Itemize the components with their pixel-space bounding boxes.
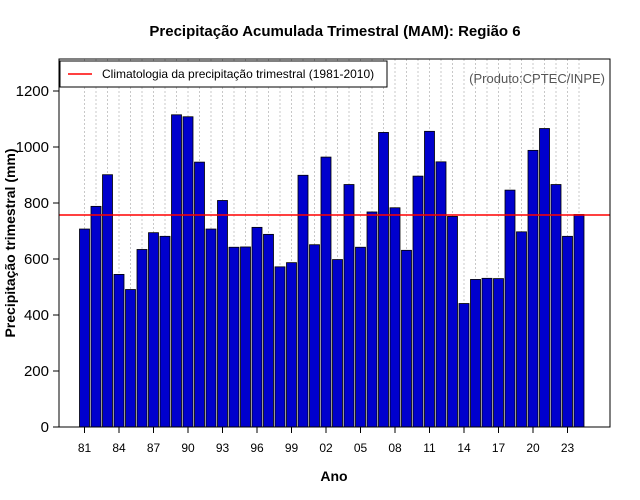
y-tick-label: 800 xyxy=(24,195,49,212)
credit-text: (Produto:CPTEC/INPE) xyxy=(469,71,605,86)
bar-2024 xyxy=(573,214,585,428)
x-tick-label: 14 xyxy=(457,441,471,455)
bar-1994 xyxy=(228,246,240,428)
x-tick-label: 08 xyxy=(388,441,402,455)
bar-2022 xyxy=(550,184,562,428)
x-tick-label: 87 xyxy=(147,441,161,455)
bars-group xyxy=(79,114,585,428)
x-axis-label: Ano xyxy=(320,468,347,484)
bar-1999 xyxy=(286,262,297,428)
bar-1998 xyxy=(274,266,286,428)
x-tick-label: 02 xyxy=(319,441,333,455)
x-tick-label: 84 xyxy=(112,441,126,455)
bar-1990 xyxy=(182,116,194,428)
y-tick-label: 200 xyxy=(24,363,49,380)
bar-2018 xyxy=(504,189,516,428)
x-tick-label: 90 xyxy=(181,441,195,455)
bar-2009 xyxy=(401,249,412,428)
bar-2011 xyxy=(424,130,435,428)
bar-2014 xyxy=(458,303,470,428)
y-tick-label: 600 xyxy=(24,251,49,268)
x-tick-label: 93 xyxy=(216,441,230,455)
bar-2013 xyxy=(447,216,458,428)
bar-1997 xyxy=(263,233,274,428)
bar-1991 xyxy=(194,161,205,428)
bar-2016 xyxy=(481,277,493,428)
bar-2023 xyxy=(562,235,573,428)
chart-title: Precipitação Acumulada Trimestral (MAM):… xyxy=(149,23,520,40)
bar-1986 xyxy=(136,249,148,428)
y-tick-label: 1200 xyxy=(16,83,49,100)
x-tick-label: 96 xyxy=(250,441,264,455)
x-tick-label: 17 xyxy=(492,441,506,455)
y-axis-label: Precipitação trimestral (mm) xyxy=(2,148,18,337)
bar-1982 xyxy=(90,205,102,428)
bar-1985 xyxy=(125,289,136,428)
bar-1996 xyxy=(251,226,263,428)
plot-frame xyxy=(58,58,611,428)
x-tick-label: 11 xyxy=(423,441,436,455)
bar-1987 xyxy=(148,232,159,428)
bar-2004 xyxy=(343,184,355,428)
bar-2005 xyxy=(355,246,366,428)
x-tick-label: 05 xyxy=(354,441,368,455)
bar-2000 xyxy=(297,174,309,428)
bar-2012 xyxy=(435,161,447,428)
bar-2008 xyxy=(389,207,401,428)
bar-1993 xyxy=(217,200,228,428)
x-tick-label: 81 xyxy=(78,441,92,455)
legend-box xyxy=(59,60,388,88)
bar-1995 xyxy=(240,246,251,428)
bar-2017 xyxy=(493,278,504,428)
bar-2021 xyxy=(539,128,550,428)
x-tick-label: 99 xyxy=(285,441,299,455)
bar-2010 xyxy=(412,175,424,428)
bar-2015 xyxy=(470,279,481,428)
y-tick-label: 400 xyxy=(24,307,49,324)
x-tick-label: 20 xyxy=(526,441,540,455)
bar-2001 xyxy=(309,244,320,428)
bar-2020 xyxy=(527,149,539,428)
bar-1989 xyxy=(171,114,182,428)
bar-2003 xyxy=(332,259,343,428)
bar-2019 xyxy=(516,231,527,428)
legend: Climatologia da precipitação trimestral … xyxy=(59,60,388,88)
bar-1981 xyxy=(79,228,90,428)
bar-2007 xyxy=(378,132,389,428)
bar-1992 xyxy=(205,228,217,428)
bar-1983 xyxy=(102,174,113,428)
y-axis: 0 200 400 600 800 1000 1200 xyxy=(16,83,59,436)
y-tick-label: 0 xyxy=(41,419,49,436)
bar-2002 xyxy=(320,156,332,428)
y-tick-label: 1000 xyxy=(16,139,49,156)
bar-1988 xyxy=(159,235,171,428)
bar-2006 xyxy=(366,211,378,428)
x-axis: 81 84 87 90 93 96 99 02 05 08 11 14 17 20 23 xyxy=(78,427,575,455)
bar-1984 xyxy=(113,273,125,428)
legend-label: Climatologia da precipitação trimestral … xyxy=(102,67,374,81)
x-tick-label: 23 xyxy=(561,441,575,455)
